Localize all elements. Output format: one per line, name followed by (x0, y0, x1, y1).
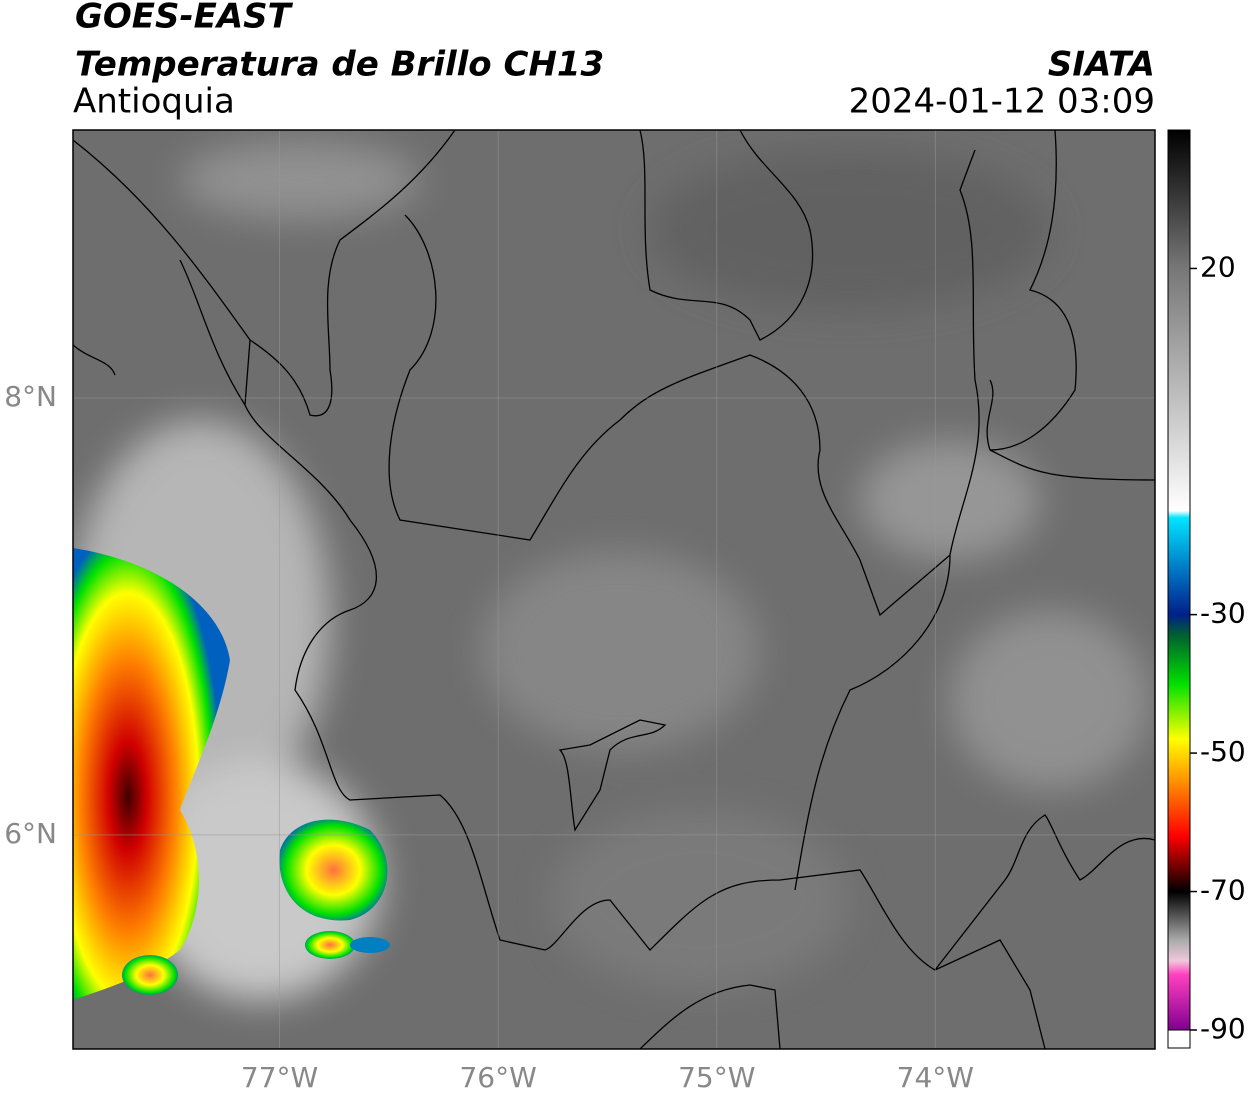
lat-tick-label: 6°N (4, 817, 57, 850)
colorbar-tick-label: -50 (1200, 735, 1246, 768)
title: GOES-EAST (75, 0, 294, 37)
subtitle: Temperatura de Brillo CH13 (75, 45, 604, 85)
map-frame (72, 129, 1156, 1050)
lon-tick-label: 77°W (241, 1061, 318, 1094)
lat-tick-label: 8°N (4, 380, 57, 413)
colorbar-tick-label: -70 (1200, 874, 1246, 907)
colorbar-tick-label: -30 (1200, 597, 1246, 630)
satellite-image (73, 130, 1155, 1049)
lon-tick-label: 75°W (678, 1061, 755, 1094)
source: SIATA (1048, 45, 1155, 85)
region: Antioquia (73, 82, 235, 122)
datetime: 2024-01-12 03:09 (849, 82, 1155, 122)
colorbar-under (1167, 1029, 1191, 1049)
lon-tick-label: 74°W (897, 1061, 974, 1094)
lon-tick-label: 76°W (459, 1061, 536, 1094)
colorbar-tick-label: -90 (1200, 1012, 1246, 1045)
colorbar (1167, 129, 1191, 1031)
colorbar-tick-label: 20 (1200, 250, 1236, 283)
